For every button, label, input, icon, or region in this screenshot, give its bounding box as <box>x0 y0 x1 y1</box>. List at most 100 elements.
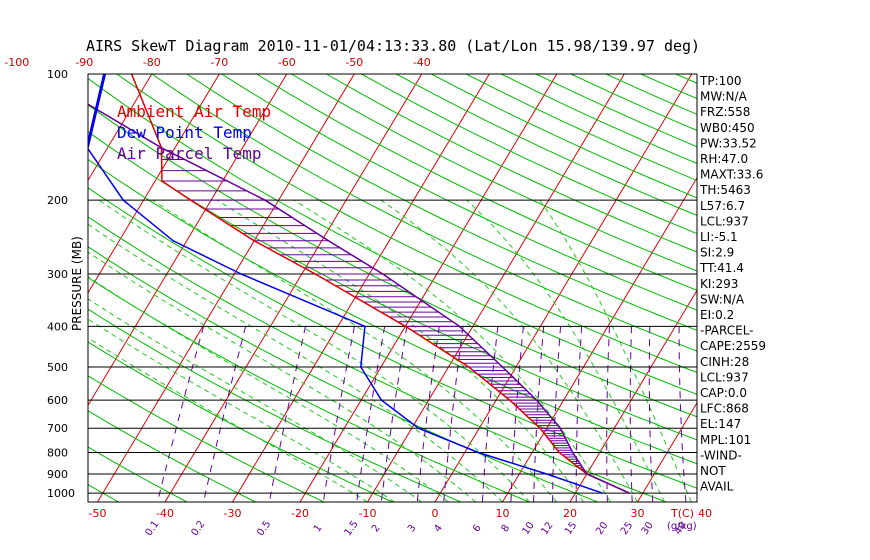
series-point-2 <box>559 427 562 429</box>
dry-adiabat <box>361 74 697 235</box>
legend: Ambient Air Temp Dew Point Temp Air Parcel… <box>117 102 271 163</box>
moist-adiabat <box>88 223 503 502</box>
index-entry: PW:33.52 <box>700 136 757 150</box>
isotherm-line <box>299 74 558 502</box>
index-entry: WB0:450 <box>700 121 755 135</box>
dry-adiabat <box>88 410 256 502</box>
series-point-2 <box>628 492 631 494</box>
legend-entry-0: Ambient Air Temp <box>117 102 271 121</box>
top-temp-tick-label: -70 <box>210 56 228 69</box>
mixing-ratio-tick-label: 8 <box>500 523 513 535</box>
index-entry: SI:2.9 <box>700 246 734 260</box>
legend-entry-1: Dew Point Temp <box>117 123 252 142</box>
series-line-1 <box>88 74 603 494</box>
index-entry: LCL:937 <box>700 214 749 228</box>
index-entry: LCL:937 <box>700 370 749 384</box>
pressure-tick-label: 200 <box>47 194 68 207</box>
index-entry: KI:293 <box>700 277 738 291</box>
index-entry: RH:47.0 <box>700 152 748 166</box>
index-entry: LFC:868 <box>700 402 749 416</box>
index-entry: MPL:101 <box>700 433 751 447</box>
profile-lines <box>88 74 631 494</box>
index-entry: TP:100 <box>699 74 742 88</box>
mixing-ratio-tick-label: 30 <box>640 520 656 537</box>
series-point-2 <box>586 473 588 475</box>
mixing-ratio-tick-label: 1 <box>312 523 325 535</box>
series-point-0 <box>539 427 541 429</box>
dry-adiabat <box>88 77 697 395</box>
isotherm-line <box>569 289 697 502</box>
bottom-temp-tick-label: -10 <box>359 507 377 520</box>
temp-unit-label: T(C) <box>670 507 694 520</box>
series-point-0 <box>190 199 192 201</box>
index-entry: CAP:0.0 <box>700 386 747 400</box>
dewpoint-top-segment <box>88 74 107 149</box>
mixing-ratio-line <box>533 326 545 502</box>
mixing-ratio-line <box>157 326 205 502</box>
series-point-0 <box>508 399 511 401</box>
series-point-1 <box>359 366 362 368</box>
mixing-ratio-line <box>268 326 306 502</box>
dry-adiabat <box>256 74 697 291</box>
dry-adiabat <box>116 74 697 374</box>
mixing-ratio-tick-label: 12 <box>539 520 555 537</box>
top-temp-tick-label: -60 <box>278 56 296 69</box>
isotherm-line <box>773 74 870 502</box>
index-entry: TT:41.4 <box>699 261 744 275</box>
index-entry: L57:6.7 <box>700 199 745 213</box>
series-point-2 <box>458 325 461 328</box>
bottom-temp-tick-label: 40 <box>698 507 712 520</box>
series-point-2 <box>501 366 504 368</box>
dry-adiabat <box>431 74 697 199</box>
mixing-ratio-tick-label: 0.5 <box>255 519 273 538</box>
index-entry: TH:5463 <box>699 183 751 197</box>
isotherm-line <box>97 74 355 502</box>
dry-adiabat <box>186 74 697 331</box>
mixing-ratio-line <box>416 326 440 502</box>
dry-adiabat <box>500 74 697 165</box>
bottom-temp-tick-label: -50 <box>89 507 107 520</box>
pressure-tick-label: 400 <box>47 320 68 333</box>
index-entry: FRZ:558 <box>700 105 750 119</box>
mixing-ratio-line <box>648 326 654 502</box>
mixing-ratio-tick-label: 0.1 <box>143 519 161 538</box>
pressure-tick-label: 600 <box>47 394 68 407</box>
pressure-tick-label: 900 <box>47 468 68 481</box>
series-point-1 <box>601 492 604 494</box>
mixing-ratio-tick-label: 20 <box>594 520 610 537</box>
isotherm-line <box>434 74 693 502</box>
top-temp-tick-label: -50 <box>345 56 363 69</box>
mixing-ratio-tick-label: 1.5 <box>343 519 361 538</box>
pressure-tick-label: 500 <box>47 361 68 374</box>
index-entry: SW:N/A <box>700 292 745 306</box>
plot-frame <box>87 73 698 503</box>
dry-adiabat <box>88 216 667 502</box>
mixing-ratio-line <box>322 326 355 502</box>
top-temp-tick-label: -40 <box>413 56 431 69</box>
series-line-2 <box>88 103 630 494</box>
dry-adiabat <box>0 74 50 502</box>
index-entry: EI:0.2 <box>700 308 734 322</box>
isotherm-line <box>0 74 17 502</box>
mixing-ratio-line <box>443 326 464 502</box>
mixing-ratio-line <box>356 326 386 502</box>
series-point-1 <box>545 473 548 475</box>
isotherm-line <box>88 74 220 294</box>
bottom-temp-tick-label: 10 <box>496 507 510 520</box>
index-entry: NOT <box>700 464 726 478</box>
series-point-2 <box>382 273 384 275</box>
pressure-tick-label: 1000 <box>47 487 75 500</box>
dry-adiabat <box>88 446 188 502</box>
series-point-0 <box>314 273 317 275</box>
bottom-temp-tick-label: -20 <box>291 507 309 520</box>
chart-title: AIRS SkewT Diagram 2010-11-01/04:13:33.8… <box>86 37 700 55</box>
index-entry: AVAIL <box>700 480 734 494</box>
bottom-temp-tick-label: 0 <box>432 507 439 520</box>
y-axis-label: PRESSURE (MB) <box>70 236 84 331</box>
series-point-1 <box>417 427 420 429</box>
series-point-2 <box>264 199 266 201</box>
series-point-2 <box>327 239 330 242</box>
moist-adiabat <box>88 298 422 502</box>
pressure-tick-label: 100 <box>47 68 68 81</box>
index-entry: CAPE:2559 <box>700 339 766 353</box>
